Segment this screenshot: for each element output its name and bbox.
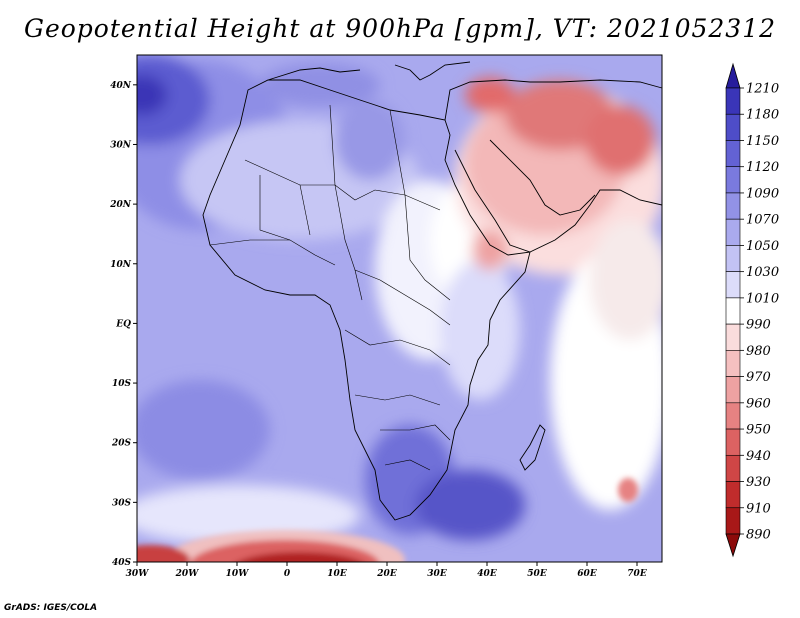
- colorbar-label: 980: [746, 344, 771, 359]
- colorbar-box: [725, 428, 741, 456]
- lat-tick-label: 10N: [110, 260, 132, 270]
- plot-frame: [136, 54, 663, 563]
- lat-tick-label: 40N: [110, 81, 132, 91]
- lat-tick-label: 30N: [110, 140, 132, 150]
- longitude-axis: 30W 20W 10W 0 10E 20E 30E 40E 50E 60E 70E: [126, 562, 647, 579]
- colorbar-box: [725, 323, 741, 351]
- colorbar-box: [725, 87, 741, 115]
- colorbar-box: [725, 376, 741, 404]
- colorbar-label: 910: [746, 501, 771, 516]
- lon-tick-label: 10E: [327, 569, 347, 579]
- colorbar-box: [725, 454, 741, 482]
- lon-tick-label: 20E: [376, 569, 397, 579]
- colorbar-box: [725, 297, 741, 325]
- colorbar-box: [725, 140, 741, 168]
- colorbar-label: 890: [746, 528, 771, 543]
- colorbar-label: 1070: [746, 213, 779, 228]
- borders: [209, 104, 451, 471]
- lat-tick-label: 10S: [112, 379, 132, 389]
- colorbar-box: [725, 507, 741, 535]
- colorbar-box: [725, 245, 741, 272]
- colorbar-box: [725, 402, 741, 430]
- lon-tick-label: 30W: [126, 569, 150, 579]
- lon-tick-label: 20W: [175, 569, 200, 579]
- colorbar-box: [725, 350, 741, 377]
- colorbar-top-arrow: [725, 62, 741, 89]
- colorbar-box: [725, 218, 741, 246]
- colorbar-label: 1120: [746, 160, 779, 175]
- coastlines: [202, 61, 663, 521]
- colorbar-label: 1150: [746, 134, 779, 149]
- latitude-axis: 40N 30N 20N 10N EQ 10S 20S 30S 40S: [109, 81, 137, 568]
- chart-title: Geopotential Height at 900hPa [gpm], VT:…: [23, 14, 777, 43]
- colorbar-label: 1090: [746, 186, 779, 201]
- lat-tick-label: 40S: [112, 558, 132, 568]
- colorbar-label: 950: [746, 423, 771, 438]
- lon-tick-label: 70E: [627, 569, 647, 579]
- colorbar-label: 1180: [746, 108, 779, 123]
- height-field: [137, 55, 662, 562]
- lon-tick-label: 0: [284, 569, 291, 579]
- lat-tick-label: 30S: [112, 498, 132, 508]
- colorbar-label: 1010: [746, 291, 779, 306]
- colorbar-box: [725, 271, 741, 299]
- colorbar-bottom-arrow: [725, 533, 741, 558]
- colorbar-box: [725, 192, 741, 220]
- lat-tick-label: EQ: [115, 319, 131, 329]
- colorbar-box: [725, 166, 741, 194]
- lon-tick-label: 10W: [226, 569, 250, 579]
- colorbar: 1210 1180 1150 1120 1090 1070 1050 1030 1010 990 9…: [725, 62, 779, 558]
- colorbar-label: 1030: [746, 265, 779, 280]
- lat-tick-label: 20S: [111, 439, 132, 449]
- lon-tick-label: 50E: [527, 569, 547, 579]
- colorbar-label: 1050: [746, 239, 779, 254]
- colorbar-label: 990: [746, 318, 771, 333]
- lat-tick-label: 20N: [109, 200, 132, 210]
- lon-tick-label: 60E: [577, 569, 597, 579]
- grads-credit: GrADS: IGES/COLA: [4, 603, 98, 613]
- colorbar-label: 940: [746, 449, 771, 464]
- colorbar-label: 970: [746, 370, 771, 385]
- lon-tick-label: 30E: [427, 569, 447, 579]
- colorbar-box: [725, 113, 741, 141]
- lon-tick-label: 40E: [477, 569, 497, 579]
- colorbar-label: 960: [746, 396, 771, 411]
- colorbar-box: [725, 481, 741, 509]
- colorbar-label: 1210: [746, 82, 779, 97]
- colorbar-label: 930: [746, 475, 771, 490]
